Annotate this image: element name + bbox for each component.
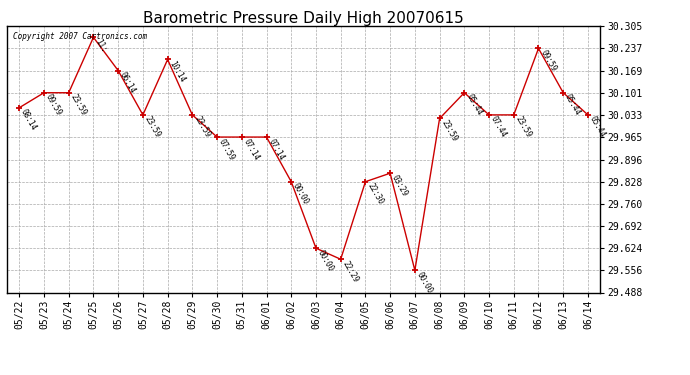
Text: 07:59: 07:59 xyxy=(217,137,237,162)
Text: 08:14: 08:14 xyxy=(19,108,39,132)
Text: 00:00: 00:00 xyxy=(291,182,310,206)
Text: 03:29: 03:29 xyxy=(390,173,409,198)
Text: 07:14: 07:14 xyxy=(241,137,261,162)
Text: 09:59: 09:59 xyxy=(44,93,63,117)
Text: 05:44: 05:44 xyxy=(464,93,484,117)
Text: 23:59: 23:59 xyxy=(514,115,533,140)
Text: 05:44: 05:44 xyxy=(563,93,582,117)
Text: 23:59: 23:59 xyxy=(69,93,88,117)
Text: 09:59: 09:59 xyxy=(538,48,558,73)
Text: 23:59: 23:59 xyxy=(193,115,212,140)
Text: 22:29: 22:29 xyxy=(341,259,360,284)
Text: 00:00: 00:00 xyxy=(316,248,335,273)
Text: 07:14: 07:14 xyxy=(266,137,286,162)
Text: Barometric Pressure Daily High 20070615: Barometric Pressure Daily High 20070615 xyxy=(144,11,464,26)
Text: 11:: 11: xyxy=(93,38,108,54)
Text: 00:00: 00:00 xyxy=(415,270,434,295)
Text: 10:14: 10:14 xyxy=(168,60,187,84)
Text: 06:14: 06:14 xyxy=(118,70,137,95)
Text: 23:59: 23:59 xyxy=(143,115,162,140)
Text: Copyright 2007 Cartronics.com: Copyright 2007 Cartronics.com xyxy=(13,32,147,40)
Text: 23:59: 23:59 xyxy=(440,118,459,143)
Text: 22:30: 22:30 xyxy=(366,182,385,206)
Text: 07:44: 07:44 xyxy=(489,115,509,140)
Text: 05:44: 05:44 xyxy=(588,115,607,140)
